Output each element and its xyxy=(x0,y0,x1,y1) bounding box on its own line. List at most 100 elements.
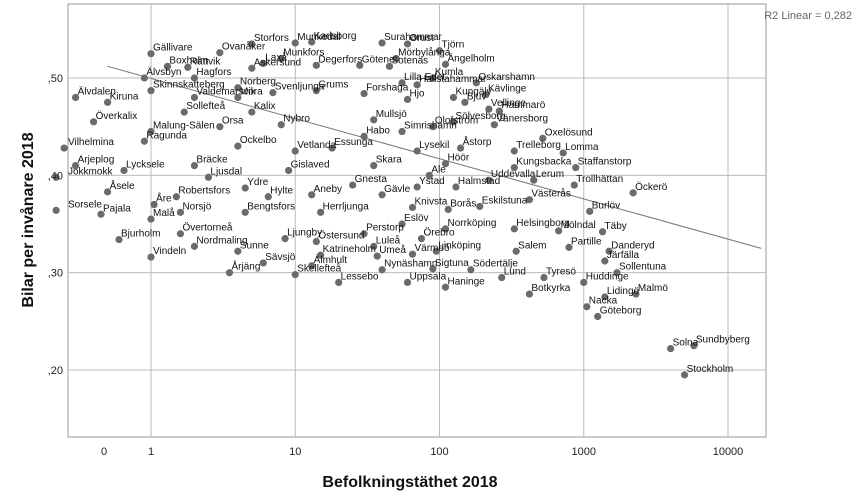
point-label: Ragunda xyxy=(146,130,187,141)
data-point xyxy=(370,162,378,170)
point-label: Gävle xyxy=(384,184,411,195)
data-point xyxy=(467,266,475,274)
data-point xyxy=(71,162,80,170)
point-label: Vilhelmina xyxy=(68,137,114,148)
data-point xyxy=(601,293,609,301)
data-point xyxy=(456,144,465,152)
x-tick-label: 0 xyxy=(101,446,107,458)
data-point xyxy=(392,54,400,63)
point-label: Mölndal xyxy=(561,220,596,231)
point-label: Rättvik xyxy=(190,56,222,67)
data-point xyxy=(285,166,293,175)
point-label: Hallstahammar xyxy=(419,74,487,85)
data-point xyxy=(89,118,98,126)
point-label: Simrishamn xyxy=(404,121,457,132)
data-point xyxy=(103,188,112,196)
data-point xyxy=(586,207,594,215)
point-label: Mora xyxy=(240,86,263,97)
data-point xyxy=(140,74,148,82)
data-point xyxy=(510,147,518,155)
data-point xyxy=(583,303,591,311)
point-label: Sotenäs xyxy=(391,55,428,66)
point-label: Nybro xyxy=(283,114,310,125)
data-point xyxy=(234,142,242,150)
point-label: Grums xyxy=(318,80,348,91)
data-point xyxy=(147,215,155,223)
data-point xyxy=(312,87,320,95)
data-point xyxy=(360,230,368,238)
point-label: Sundbyberg xyxy=(696,335,750,346)
point-label: Eskilstuna xyxy=(482,195,528,206)
data-point xyxy=(429,123,437,131)
data-point xyxy=(432,247,440,255)
point-label: Överkalix xyxy=(96,110,138,122)
x-tick-label: 10000 xyxy=(713,446,744,458)
point-label: Solna xyxy=(673,338,699,349)
data-point xyxy=(204,173,213,181)
y-tick-label: ,30 xyxy=(48,268,63,280)
grid-lines xyxy=(67,3,767,438)
point-label: Storfors xyxy=(254,33,289,44)
point-label: Hjo xyxy=(409,88,424,99)
data-point xyxy=(176,230,185,238)
data-point xyxy=(632,290,640,298)
data-point xyxy=(60,144,68,152)
data-point xyxy=(115,235,123,244)
point-label: Älmhult xyxy=(314,254,348,266)
data-point xyxy=(248,64,256,72)
data-point xyxy=(147,127,155,136)
point-label: Kävlinge xyxy=(488,84,527,95)
point-label: Ljungby xyxy=(287,228,322,239)
data-point xyxy=(378,191,386,199)
data-point xyxy=(150,200,158,209)
point-label: Södertälje xyxy=(473,259,518,270)
point-label: Öckerö xyxy=(635,181,668,193)
data-point xyxy=(476,202,484,211)
point-label: Årjäng xyxy=(231,260,260,273)
data-point xyxy=(598,228,607,236)
data-point xyxy=(530,176,538,184)
data-point xyxy=(225,269,234,277)
data-point xyxy=(495,107,503,115)
point-label: Luleå xyxy=(376,234,401,246)
data-point xyxy=(360,132,368,140)
point-label: Borås xyxy=(450,197,476,209)
point-label: Lund xyxy=(504,267,526,278)
point-label: Kiruna xyxy=(110,91,139,102)
point-label: Burlöv xyxy=(592,200,620,211)
data-point xyxy=(580,278,588,286)
r2-annotation: R2 Linear = 0,282 xyxy=(764,10,852,22)
point-label: Svenljunga xyxy=(275,82,325,93)
point-label: Lilla Edet xyxy=(404,72,445,83)
point-label: Åre xyxy=(156,192,172,205)
point-label: Vellinge xyxy=(491,98,526,109)
data-point xyxy=(259,259,267,267)
point-label: Tjörn xyxy=(442,40,465,51)
data-point xyxy=(172,193,181,201)
point-label: Forshaga xyxy=(366,83,409,94)
data-point xyxy=(510,163,518,172)
point-label: Boxholm xyxy=(169,55,208,66)
point-label: Lidingö xyxy=(607,286,640,297)
point-label: Norberg xyxy=(240,77,276,88)
point-label: Åstorp xyxy=(463,135,492,148)
point-label: Hylte xyxy=(270,186,293,197)
point-label: Sunne xyxy=(240,240,269,251)
point-label: Habo xyxy=(366,125,390,136)
fit-line-group xyxy=(107,65,762,249)
point-label: Danderyd xyxy=(611,240,654,251)
data-point xyxy=(163,62,172,70)
point-label: Uddevalla xyxy=(491,169,536,180)
data-point xyxy=(417,235,426,243)
point-label: Bräcke xyxy=(196,155,228,166)
point-label: Haninge xyxy=(447,276,485,287)
point-label: Trelleborg xyxy=(516,140,561,151)
data-point xyxy=(71,93,80,102)
data-point xyxy=(498,273,506,282)
point-label: Kungälv xyxy=(455,86,491,97)
point-label: Umeå xyxy=(379,244,406,256)
y-axis-title: Bilar per invånare 2018 xyxy=(19,132,37,307)
data-point xyxy=(234,84,242,92)
data-point xyxy=(308,38,316,46)
